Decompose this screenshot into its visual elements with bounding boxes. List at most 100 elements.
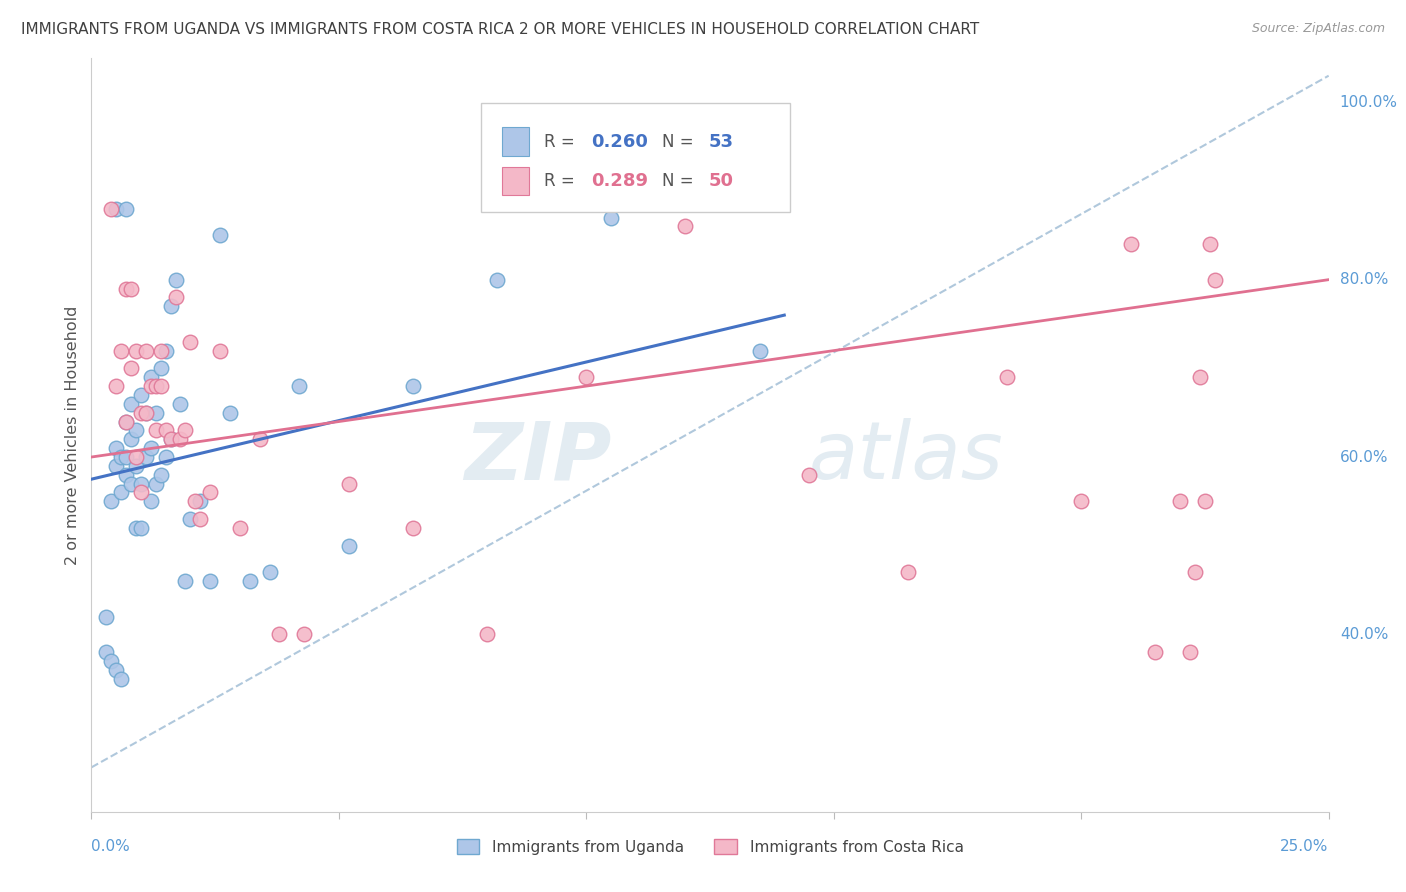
Point bbox=[209, 343, 232, 358]
Text: atlas: atlas bbox=[808, 418, 1004, 497]
Point bbox=[120, 397, 142, 411]
Point bbox=[1204, 273, 1226, 287]
Point bbox=[259, 566, 281, 580]
Text: Source: ZipAtlas.com: Source: ZipAtlas.com bbox=[1251, 22, 1385, 36]
Point bbox=[129, 406, 152, 420]
Text: R =: R = bbox=[544, 133, 581, 151]
Point bbox=[337, 539, 360, 553]
Point bbox=[110, 343, 132, 358]
Point bbox=[155, 450, 177, 464]
Point bbox=[1144, 645, 1167, 659]
Point bbox=[149, 343, 172, 358]
Point bbox=[673, 219, 696, 234]
Text: IMMIGRANTS FROM UGANDA VS IMMIGRANTS FROM COSTA RICA 2 OR MORE VEHICLES IN HOUSE: IMMIGRANTS FROM UGANDA VS IMMIGRANTS FRO… bbox=[21, 22, 980, 37]
Point bbox=[1184, 566, 1206, 580]
Point bbox=[159, 432, 181, 446]
Point bbox=[995, 370, 1018, 384]
Point bbox=[188, 512, 211, 526]
Point bbox=[139, 370, 162, 384]
Point bbox=[96, 645, 118, 659]
Point bbox=[797, 467, 820, 482]
Point bbox=[115, 415, 138, 429]
Point bbox=[1194, 494, 1216, 508]
Point bbox=[402, 379, 425, 393]
Point bbox=[129, 476, 152, 491]
Point bbox=[105, 379, 128, 393]
Point bbox=[110, 450, 132, 464]
Point bbox=[149, 379, 172, 393]
Point bbox=[139, 441, 162, 455]
Point bbox=[125, 458, 148, 473]
Point bbox=[1199, 237, 1222, 252]
Point bbox=[110, 485, 132, 500]
Point bbox=[100, 654, 122, 668]
Point bbox=[179, 512, 201, 526]
Text: 50: 50 bbox=[709, 172, 734, 190]
Point bbox=[125, 343, 148, 358]
Point bbox=[169, 397, 191, 411]
Point bbox=[1188, 370, 1211, 384]
Text: 0.0%: 0.0% bbox=[91, 838, 131, 854]
FancyBboxPatch shape bbox=[502, 128, 530, 156]
Point bbox=[159, 299, 181, 313]
Point bbox=[288, 379, 311, 393]
Point bbox=[575, 370, 598, 384]
Point bbox=[897, 566, 920, 580]
Point bbox=[135, 450, 157, 464]
Point bbox=[115, 281, 138, 295]
Text: 60.0%: 60.0% bbox=[1340, 450, 1388, 465]
Point bbox=[120, 361, 142, 376]
Point bbox=[600, 211, 623, 225]
Point bbox=[477, 627, 499, 641]
Text: 53: 53 bbox=[709, 133, 734, 151]
Text: 80.0%: 80.0% bbox=[1340, 272, 1388, 287]
Point bbox=[219, 406, 242, 420]
Point bbox=[125, 424, 148, 438]
Point bbox=[1178, 645, 1201, 659]
Point bbox=[188, 494, 211, 508]
Text: 40.0%: 40.0% bbox=[1340, 627, 1388, 642]
Point bbox=[1119, 237, 1142, 252]
Point bbox=[120, 281, 142, 295]
Text: N =: N = bbox=[662, 133, 699, 151]
Point bbox=[105, 441, 128, 455]
Point bbox=[135, 406, 157, 420]
Text: ZIP: ZIP bbox=[464, 418, 612, 497]
Point bbox=[135, 406, 157, 420]
Text: 25.0%: 25.0% bbox=[1281, 838, 1329, 854]
Text: N =: N = bbox=[662, 172, 699, 190]
Point bbox=[269, 627, 291, 641]
Point bbox=[165, 273, 187, 287]
Point bbox=[115, 415, 138, 429]
Point bbox=[748, 343, 770, 358]
FancyBboxPatch shape bbox=[481, 103, 790, 212]
Point bbox=[145, 424, 167, 438]
Point bbox=[165, 290, 187, 304]
FancyBboxPatch shape bbox=[502, 167, 530, 195]
Point bbox=[169, 432, 191, 446]
Point bbox=[105, 663, 128, 677]
Point bbox=[184, 494, 207, 508]
Point bbox=[135, 343, 157, 358]
Text: 0.289: 0.289 bbox=[592, 172, 648, 190]
Point bbox=[110, 672, 132, 686]
Point bbox=[239, 574, 262, 589]
Text: 100.0%: 100.0% bbox=[1340, 95, 1398, 110]
Point bbox=[129, 388, 152, 402]
Point bbox=[149, 467, 172, 482]
Point bbox=[145, 476, 167, 491]
Point bbox=[100, 494, 122, 508]
Point bbox=[402, 521, 425, 535]
Legend: Immigrants from Uganda, Immigrants from Costa Rica: Immigrants from Uganda, Immigrants from … bbox=[450, 832, 970, 861]
Point bbox=[155, 424, 177, 438]
Point bbox=[198, 574, 221, 589]
Point bbox=[145, 406, 167, 420]
Point bbox=[149, 361, 172, 376]
Point bbox=[292, 627, 315, 641]
Point bbox=[198, 485, 221, 500]
Text: R =: R = bbox=[544, 172, 581, 190]
Point bbox=[139, 379, 162, 393]
Point bbox=[337, 476, 360, 491]
Point bbox=[115, 467, 138, 482]
Point bbox=[120, 476, 142, 491]
